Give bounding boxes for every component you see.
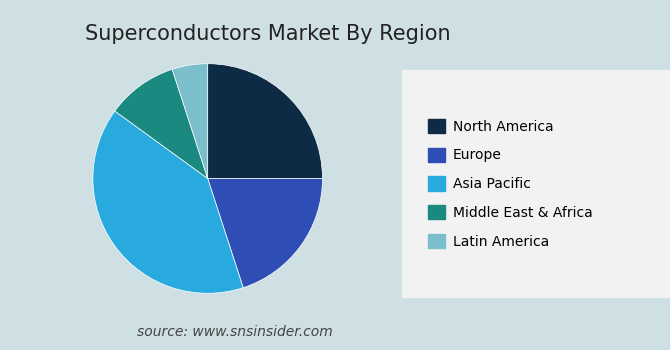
Wedge shape	[172, 64, 208, 178]
Wedge shape	[208, 178, 322, 288]
Text: source: www.snsinsider.com: source: www.snsinsider.com	[137, 326, 332, 340]
Wedge shape	[115, 69, 208, 178]
Legend: North America, Europe, Asia Pacific, Middle East & Africa, Latin America: North America, Europe, Asia Pacific, Mid…	[422, 113, 598, 254]
Wedge shape	[208, 64, 322, 178]
Wedge shape	[93, 111, 243, 293]
Text: Superconductors Market By Region: Superconductors Market By Region	[85, 25, 451, 44]
